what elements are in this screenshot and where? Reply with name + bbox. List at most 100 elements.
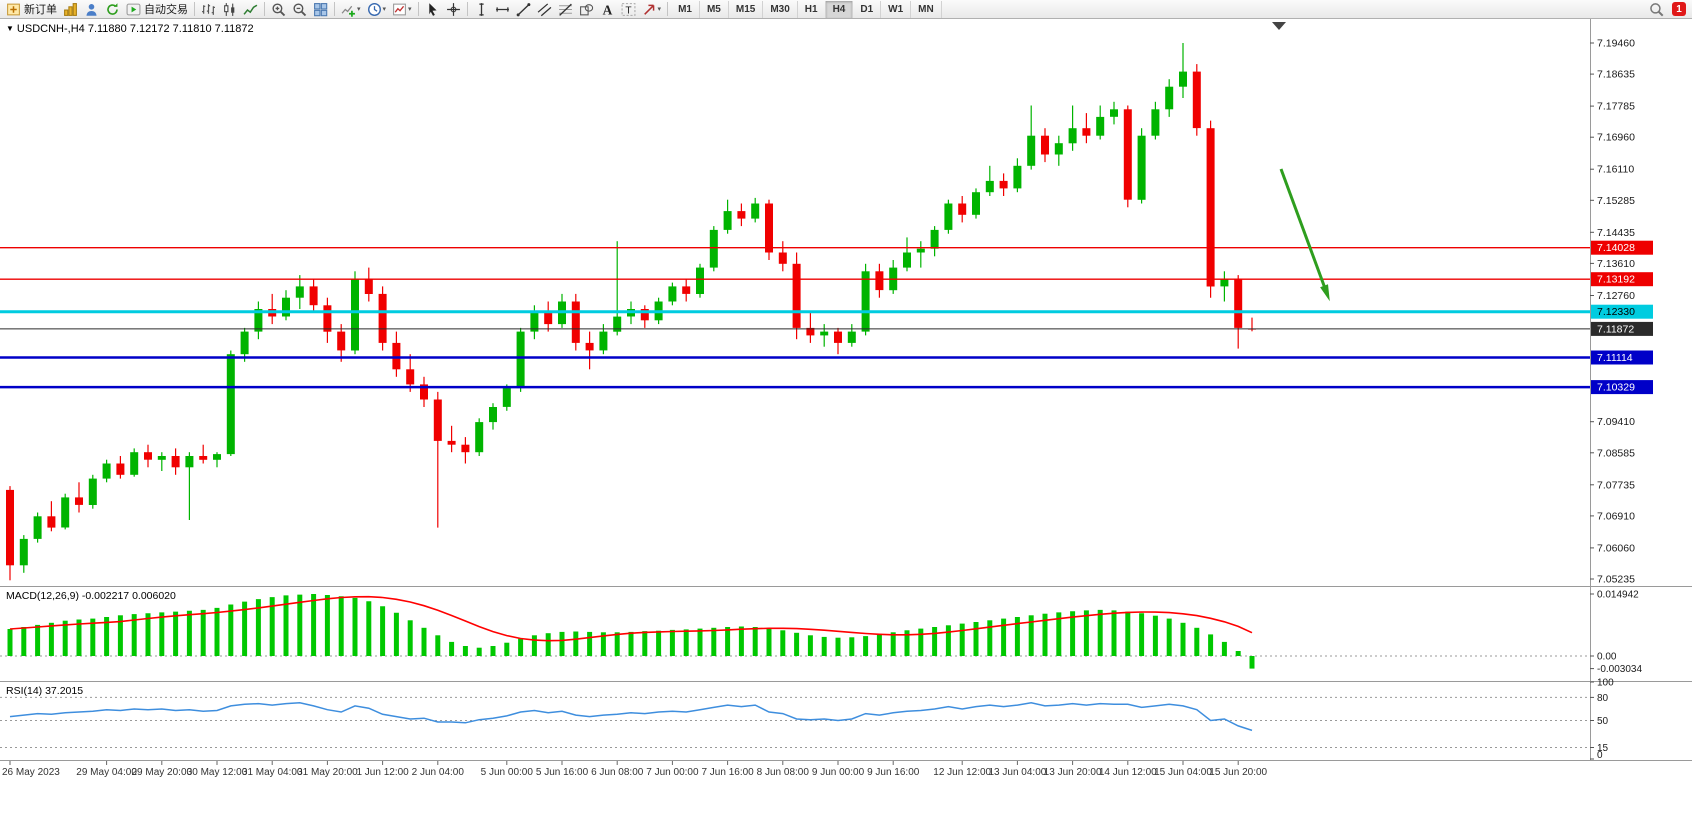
tf-m1[interactable]: M1 (671, 0, 700, 18)
price-axis[interactable]: 7.19460 7.18635 7.17785 7.16960 7.16110 7.152… (1590, 38, 1653, 586)
dropdown-caret-icon: ▾ (657, 6, 662, 13)
svg-text:7.15285: 7.15285 (1597, 195, 1635, 207)
new-order-button[interactable]: 新订单 (3, 1, 60, 18)
shapes-icon (579, 3, 593, 15)
dropdown-caret-icon: ▾ (382, 6, 387, 13)
support-line-cyan-badge (1591, 304, 1653, 319)
crosshair-button[interactable] (443, 1, 464, 18)
text-icon: A (602, 2, 612, 16)
trendline-button[interactable] (513, 1, 534, 18)
label-button[interactable]: T (618, 1, 639, 18)
profiles-icon (86, 3, 97, 16)
fibonacci-button[interactable] (555, 1, 576, 18)
new-order-button-label: 新订单 (24, 4, 57, 16)
cursor-icon (428, 2, 437, 16)
svg-text:31 May 20:00: 31 May 20:00 (297, 767, 358, 778)
svg-text:7.13192: 7.13192 (1597, 274, 1635, 286)
svg-text:7.18635: 7.18635 (1597, 69, 1635, 81)
svg-text:15 Jun 04:00: 15 Jun 04:00 (1154, 767, 1212, 778)
bar-chart-button[interactable] (198, 1, 219, 18)
svg-text:29 May 20:00: 29 May 20:00 (131, 767, 192, 778)
channel-icon (537, 2, 551, 16)
auto-trading-button-label: 自动交易 (144, 4, 188, 16)
channel-button[interactable] (534, 1, 555, 18)
svg-text:0: 0 (1597, 750, 1603, 761)
tf-h4[interactable]: H4 (825, 0, 854, 18)
down-trend-arrow[interactable] (1279, 168, 1330, 302)
arrows-button[interactable]: ▾ (639, 1, 665, 18)
tf-w1[interactable]: W1 (881, 0, 912, 18)
svg-text:26 May 2023: 26 May 2023 (2, 767, 60, 778)
charts-icon-button[interactable] (60, 1, 81, 18)
search-icon (1650, 2, 1664, 16)
svg-text:5 Jun 00:00: 5 Jun 00:00 (481, 767, 534, 778)
svg-text:50: 50 (1597, 716, 1609, 727)
svg-text:7 Jun 16:00: 7 Jun 16:00 (701, 767, 754, 778)
text-button[interactable]: A (597, 1, 618, 18)
resistance-line-1-badge (1591, 240, 1653, 255)
charts-icon (64, 2, 77, 16)
tile-windows-button[interactable] (310, 1, 331, 18)
auto-trading-button[interactable]: 自动交易 (123, 1, 191, 18)
chart-canvas[interactable]: 7.19460 7.18635 7.17785 7.16960 7.16110 7.152… (0, 19, 1692, 838)
search-button[interactable] (1646, 1, 1667, 18)
svg-text:29 May 04:00: 29 May 04:00 (76, 767, 137, 778)
svg-text:9 Jun 00:00: 9 Jun 00:00 (812, 767, 865, 778)
svg-text:7.10329: 7.10329 (1597, 382, 1635, 394)
cursor-button[interactable] (422, 1, 443, 18)
tf-mn[interactable]: MN (911, 0, 942, 18)
svg-text:14 Jun 12:00: 14 Jun 12:00 (1099, 767, 1157, 778)
indicators-icon (341, 5, 355, 17)
toolbar: 新订单 自动交易 ▾ ▾ ▾ A T ▾ M1 M5 M15 M30 H1 H4 D1 W1 MN 1 (0, 0, 1692, 19)
support-line-blue-1-badge (1591, 350, 1653, 365)
zoomout-icon (293, 2, 307, 16)
notification-badge[interactable]: 1 (1672, 2, 1686, 16)
toolbar-right-group: 1 (1646, 1, 1689, 18)
tf-h1[interactable]: H1 (798, 0, 826, 18)
tiles-icon (314, 2, 328, 16)
current-price-line-badge (1591, 321, 1653, 336)
hline-icon (495, 6, 509, 12)
periods-button[interactable]: ▾ (364, 1, 390, 18)
tf-m5[interactable]: M5 (700, 0, 729, 18)
profiles-button[interactable] (81, 1, 102, 18)
svg-text:15: 15 (1597, 743, 1609, 754)
svg-text:7.14028: 7.14028 (1597, 242, 1635, 254)
chart-ohlc-values: 7.11880 7.12172 7.11810 7.11872 (87, 23, 254, 35)
vline-icon (478, 2, 484, 16)
zoom-out-button[interactable] (289, 1, 310, 18)
refresh-button[interactable] (102, 1, 123, 18)
candlestick-chart-button[interactable] (219, 1, 240, 18)
support-line-blue-2-badge (1591, 380, 1653, 395)
horizontal-line-button[interactable] (492, 1, 513, 18)
svg-text:7.08585: 7.08585 (1597, 447, 1635, 459)
zoom-in-button[interactable] (268, 1, 289, 18)
svg-text:7 Jun 00:00: 7 Jun 00:00 (646, 767, 699, 778)
indicators-button[interactable]: ▾ (338, 1, 364, 18)
svg-text:1 Jun 12:00: 1 Jun 12:00 (356, 767, 409, 778)
line-chart-button[interactable] (240, 1, 261, 18)
svg-text:7.11872: 7.11872 (1597, 323, 1634, 335)
toolbar-separator (417, 2, 419, 16)
svg-text:8 Jun 08:00: 8 Jun 08:00 (757, 767, 810, 778)
svg-text:7.16110: 7.16110 (1597, 164, 1634, 176)
tf-d1[interactable]: D1 (853, 0, 882, 18)
vertical-line-button[interactable] (471, 1, 492, 18)
svg-text:7.16960: 7.16960 (1597, 132, 1635, 144)
svg-text:13 Jun 20:00: 13 Jun 20:00 (1044, 767, 1102, 778)
svg-text:7.12760: 7.12760 (1597, 290, 1635, 302)
templates-button[interactable]: ▾ (389, 1, 415, 18)
tf-m15[interactable]: M15 (729, 0, 764, 18)
svg-text:7.14435: 7.14435 (1597, 227, 1635, 239)
template-icon (393, 3, 406, 15)
svg-text:7.11114: 7.11114 (1597, 352, 1633, 364)
arrows-icon (643, 4, 654, 15)
shapes-button[interactable] (576, 1, 597, 18)
chart-shift-marker-icon[interactable] (1272, 22, 1286, 30)
svg-text:7.09410: 7.09410 (1597, 416, 1635, 428)
chart-collapse-icon[interactable]: ▼ (6, 24, 14, 33)
svg-text:7.06910: 7.06910 (1597, 510, 1635, 522)
toolbar-separator (667, 2, 669, 16)
tf-m30[interactable]: M30 (763, 0, 798, 18)
